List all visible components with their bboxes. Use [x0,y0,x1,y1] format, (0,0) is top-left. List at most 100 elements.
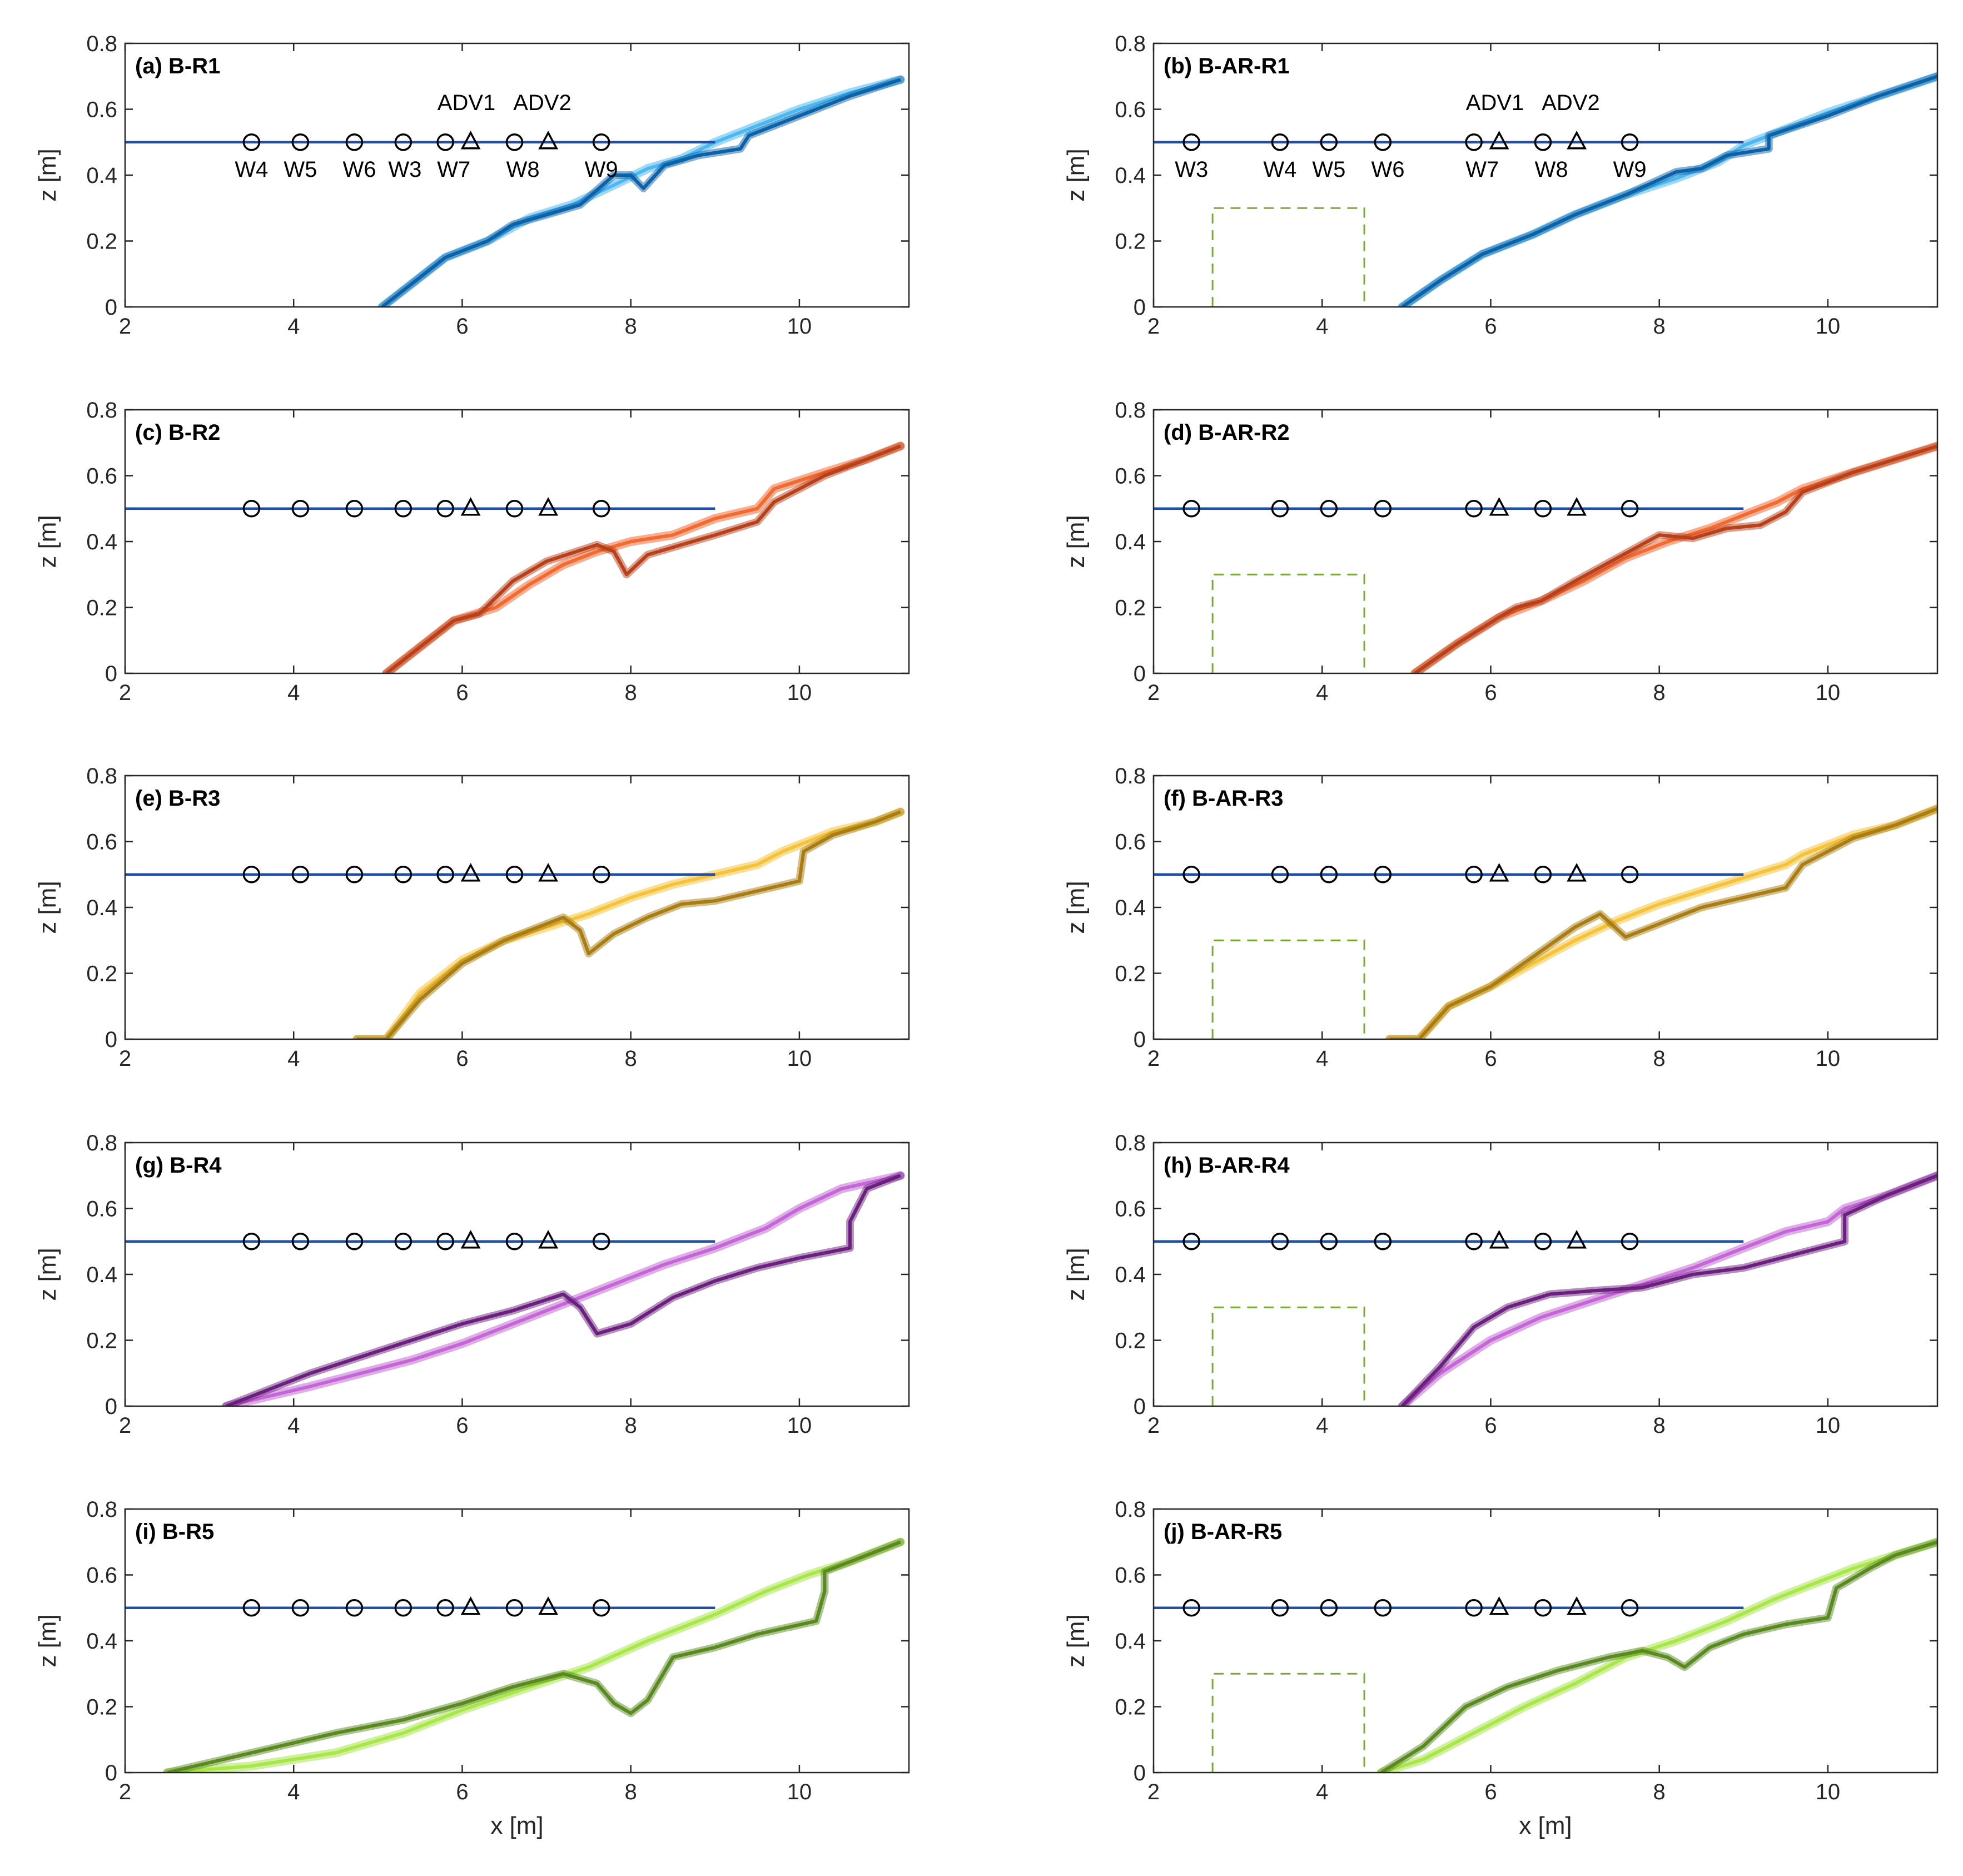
y-tick-label: 0.8 [86,32,117,56]
y-tick-label: 0 [1134,1394,1146,1419]
y-tick-label: 0.6 [86,98,117,122]
wave-gauge-marker [1621,133,1639,151]
wave-gauge-marker [345,500,364,518]
profile-band-dark [163,1538,905,1773]
y-tick-label: 0.4 [1115,1263,1146,1287]
adv-marker [538,497,559,516]
axes-frame [124,775,910,1040]
y-tick-label: 0.8 [86,398,117,423]
plot-area [1154,441,1937,673]
panel-a: W4 W5 W6 W3 W7 W8 W9 ADV1 ADV2 2 4 6 8 10 0 0.2 0.4 0.6 0.… [34,32,910,339]
wave-gauge-marker [1374,1599,1392,1617]
y-axis-label: z [m] [34,1248,61,1301]
wave-gauge-marker [394,866,413,884]
x-tick-label: 4 [1316,681,1328,705]
x-tick-label: 8 [1653,1413,1666,1438]
wave-gauge-marker [394,1599,413,1617]
wave-gauge-marker [1534,866,1552,884]
x-tick-label: 8 [1653,681,1666,705]
profile-final [167,1540,901,1773]
y-tick-label: 0.2 [86,596,117,621]
wave-gauge-marker [1534,500,1552,518]
y-tick-label: 0.4 [86,163,117,188]
adv-marker [1489,1230,1509,1249]
profile-final [1380,1540,1937,1773]
wave-gauge-marker [242,133,261,151]
x-axis-label: x [m] [1519,1812,1572,1839]
reef-outline [1211,1306,1365,1406]
profile-initial [356,810,901,1039]
wave-gauge-label: W4 [1263,157,1296,182]
wave-gauge-marker [1465,133,1483,151]
y-tick-label: 0.4 [86,1629,117,1654]
plot-area [125,1171,905,1406]
panel-title: (c) B-R2 [135,420,220,445]
wave-gauge-marker [1320,866,1338,884]
x-tick-label: 8 [1653,314,1666,339]
adv-marker [1489,863,1509,882]
y-tick-label: 0 [1134,295,1146,320]
panel-title: (a) B-R1 [135,54,220,78]
axes-frame [1152,1142,1939,1407]
plot-area [125,807,905,1039]
y-tick-label: 0 [105,662,117,686]
wave-gauge-marker [592,866,610,884]
wave-gauge-marker [436,133,454,151]
y-axis-label: z [m] [1062,1614,1090,1667]
adv-marker [460,1596,481,1615]
wave-gauge-marker [436,1599,454,1617]
wave-gauge-marker [1374,133,1392,151]
y-tick-label: 0.8 [1115,398,1146,423]
y-tick-label: 0 [1134,1028,1146,1052]
wave-gauge-marker [436,866,454,884]
reef-outline [1211,1672,1365,1773]
wave-gauge-marker [592,1233,610,1250]
wave-gauge-marker [1320,500,1338,518]
y-axis-label: z [m] [1062,881,1090,934]
profile-initial [1380,1540,1937,1773]
x-tick-label: 4 [287,1046,300,1071]
wave-gauge-marker [505,1599,524,1617]
panel-h: 2 4 6 8 10 0 0.2 0.4 0.6 0.8 z [m] (h) B-AR-R4 [1062,1131,1939,1438]
profile-final [381,78,901,307]
y-tick-label: 0.2 [1115,596,1146,621]
y-axis-label: z [m] [34,881,61,934]
x-tick-label: 6 [1484,1046,1497,1071]
y-tick-label: 0.6 [86,830,117,855]
profile-final [385,444,901,673]
panel-j: 2 4 6 8 10 0 0.2 0.4 0.6 0.8 z [m] x [m] (j) B-AR-R5 [1062,1497,1939,1839]
wave-gauge-marker [1182,133,1200,151]
y-tick-label: 0.8 [86,1131,117,1155]
profile-initial [1414,444,1937,673]
x-tick-label: 2 [119,314,131,339]
y-axis-label: z [m] [34,515,61,568]
wave-gauge-marker [345,1599,364,1617]
profile-band-dark [1411,442,1937,673]
wave-gauge-marker [291,866,310,884]
plot-area [125,1537,905,1773]
y-tick-label: 0.2 [1115,230,1146,254]
y-tick-label: 0.8 [1115,32,1146,56]
x-tick-label: 8 [1653,1046,1666,1071]
y-tick-label: 0.8 [86,1497,117,1522]
profile-final [1401,75,1937,307]
x-tick-label: 10 [787,314,812,339]
adv-label: ADV2 [513,91,571,115]
y-tick-label: 0.8 [1115,1497,1146,1522]
adv-marker [460,863,481,882]
y-tick-label: 0.4 [1115,896,1146,920]
panel-title: (d) B-AR-R2 [1164,420,1290,445]
profile-final [356,810,901,1039]
wave-gauge-marker [436,1233,454,1250]
wave-gauge-marker [505,866,524,884]
x-tick-label: 2 [1147,1046,1160,1071]
wave-gauge-marker [505,133,524,151]
wave-gauge-marker [505,500,524,518]
y-tick-label: 0.4 [86,530,117,554]
reef-outline [1211,939,1365,1039]
wave-gauge-label: W6 [1371,157,1404,182]
profile-final [1414,444,1937,673]
y-tick-label: 0.6 [1115,464,1146,489]
x-tick-label: 6 [1484,1780,1497,1804]
y-axis-label: z [m] [1062,515,1090,568]
